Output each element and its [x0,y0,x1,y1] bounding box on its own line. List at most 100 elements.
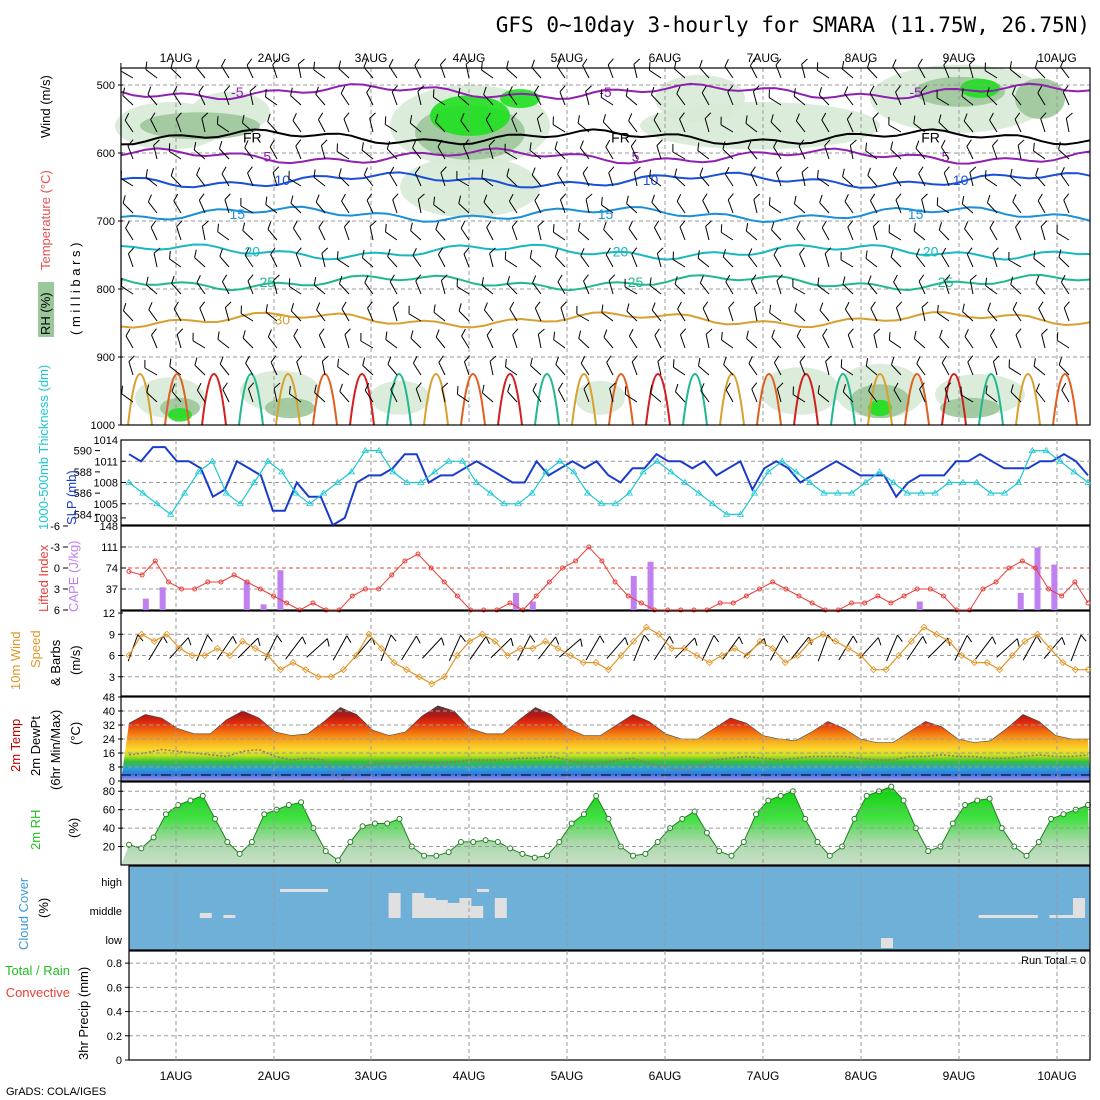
lowlevel-contour [164,373,190,426]
wind-barb [125,328,134,349]
wind-point [1059,659,1067,667]
wind-barb [840,251,854,268]
wind-barb [906,636,927,660]
lowlevel-contour [830,373,856,426]
wind-barb [369,220,377,241]
wind-barb [343,112,350,133]
wind-barb [984,62,998,79]
thickness-point [736,510,745,517]
wind-barb [534,193,542,214]
thickness-ylabel: 1000-500mb Thickness (dm) [36,365,51,530]
tick-label: 111 [101,542,118,554]
wind-barb [198,193,206,214]
lowlevel-contour [1015,373,1041,426]
upper-ylabel-rh: RH (%) [38,292,53,335]
li-point [599,558,605,564]
wind-barb [886,634,903,662]
wind-barb [343,220,351,241]
wind-point [781,659,789,667]
rh-point [347,838,354,845]
rh-blob [655,74,745,123]
isotherm-label: 20 [923,244,939,260]
wind-barb [336,143,350,160]
li-point [954,607,960,613]
wind-barb [237,637,261,659]
tick-label: 48 [103,692,115,704]
wind-barb [267,329,278,349]
wind-point [617,651,625,660]
lowlevel-contour [941,373,967,426]
wind-point [226,651,234,660]
wind-barb [1043,636,1066,660]
thickness-point [417,478,425,485]
thickness-point [639,468,647,475]
wind-barb [481,169,494,187]
cape-bar [260,604,267,610]
wind-barb [1061,382,1070,403]
wind-barb [582,166,590,187]
wind-barb [313,276,326,295]
wind-barb [576,305,590,322]
wind-barb [1065,112,1073,133]
wind-barb [986,194,998,214]
wind-point [503,651,512,660]
rh-point [470,838,477,845]
wind-barb [968,58,976,79]
thickness-point [139,489,147,496]
wind-barb [269,139,278,160]
rh-point [298,799,305,806]
wind-barb [844,301,854,322]
wind-barb [651,194,662,214]
wind-barb [1063,193,1070,214]
wind-barb [224,193,231,214]
wind-barb [919,382,926,403]
wind-barb [417,193,425,214]
wind-barb [939,329,950,349]
wind-barb [727,85,734,106]
lowlevel-contour [756,373,782,426]
li-point [244,579,250,585]
wind-barb [625,87,638,106]
wind-point [806,637,814,645]
thickness-point [973,478,981,485]
wind-barb [1058,141,1070,160]
wind-barb [317,112,326,133]
thickness-point [806,478,814,485]
wind-point [554,644,562,652]
thickness-point [486,489,495,496]
wind-barb [1014,112,1022,133]
bottom-date-label: 5AUG [551,1069,584,1083]
wind-barb [273,274,280,295]
wind-barb [196,275,206,295]
rh-point [384,820,391,827]
wind-barb [630,139,638,160]
tick-label: 37 [106,584,118,596]
wind-barb [649,384,662,403]
wind-barb [437,139,446,160]
wind-barb [672,359,686,376]
wind-barb [554,141,566,160]
wind-barb [435,221,446,241]
wind-barb [869,193,878,214]
wind-barb [824,139,831,160]
wind-barb [585,193,593,214]
tick-label: 74 [106,563,118,575]
tick-label: 500 [97,80,115,92]
thickness-point [153,499,161,507]
wind-barb [583,274,590,295]
wind-barb [192,332,206,349]
wind-barb [893,382,902,403]
wind-barb [913,223,926,241]
wind-barb [606,637,629,659]
wind-barb [985,385,998,403]
wind-barb [292,113,302,133]
isotherm-label: -5 [909,84,922,100]
wind-barb [770,221,782,241]
wind-barb [290,303,302,322]
wind-barb [508,86,518,106]
wind-barb [1038,301,1046,322]
wind-barb [245,355,254,376]
thickness-point [542,468,550,475]
wind-barb [818,87,830,106]
cape-bar [243,581,250,610]
